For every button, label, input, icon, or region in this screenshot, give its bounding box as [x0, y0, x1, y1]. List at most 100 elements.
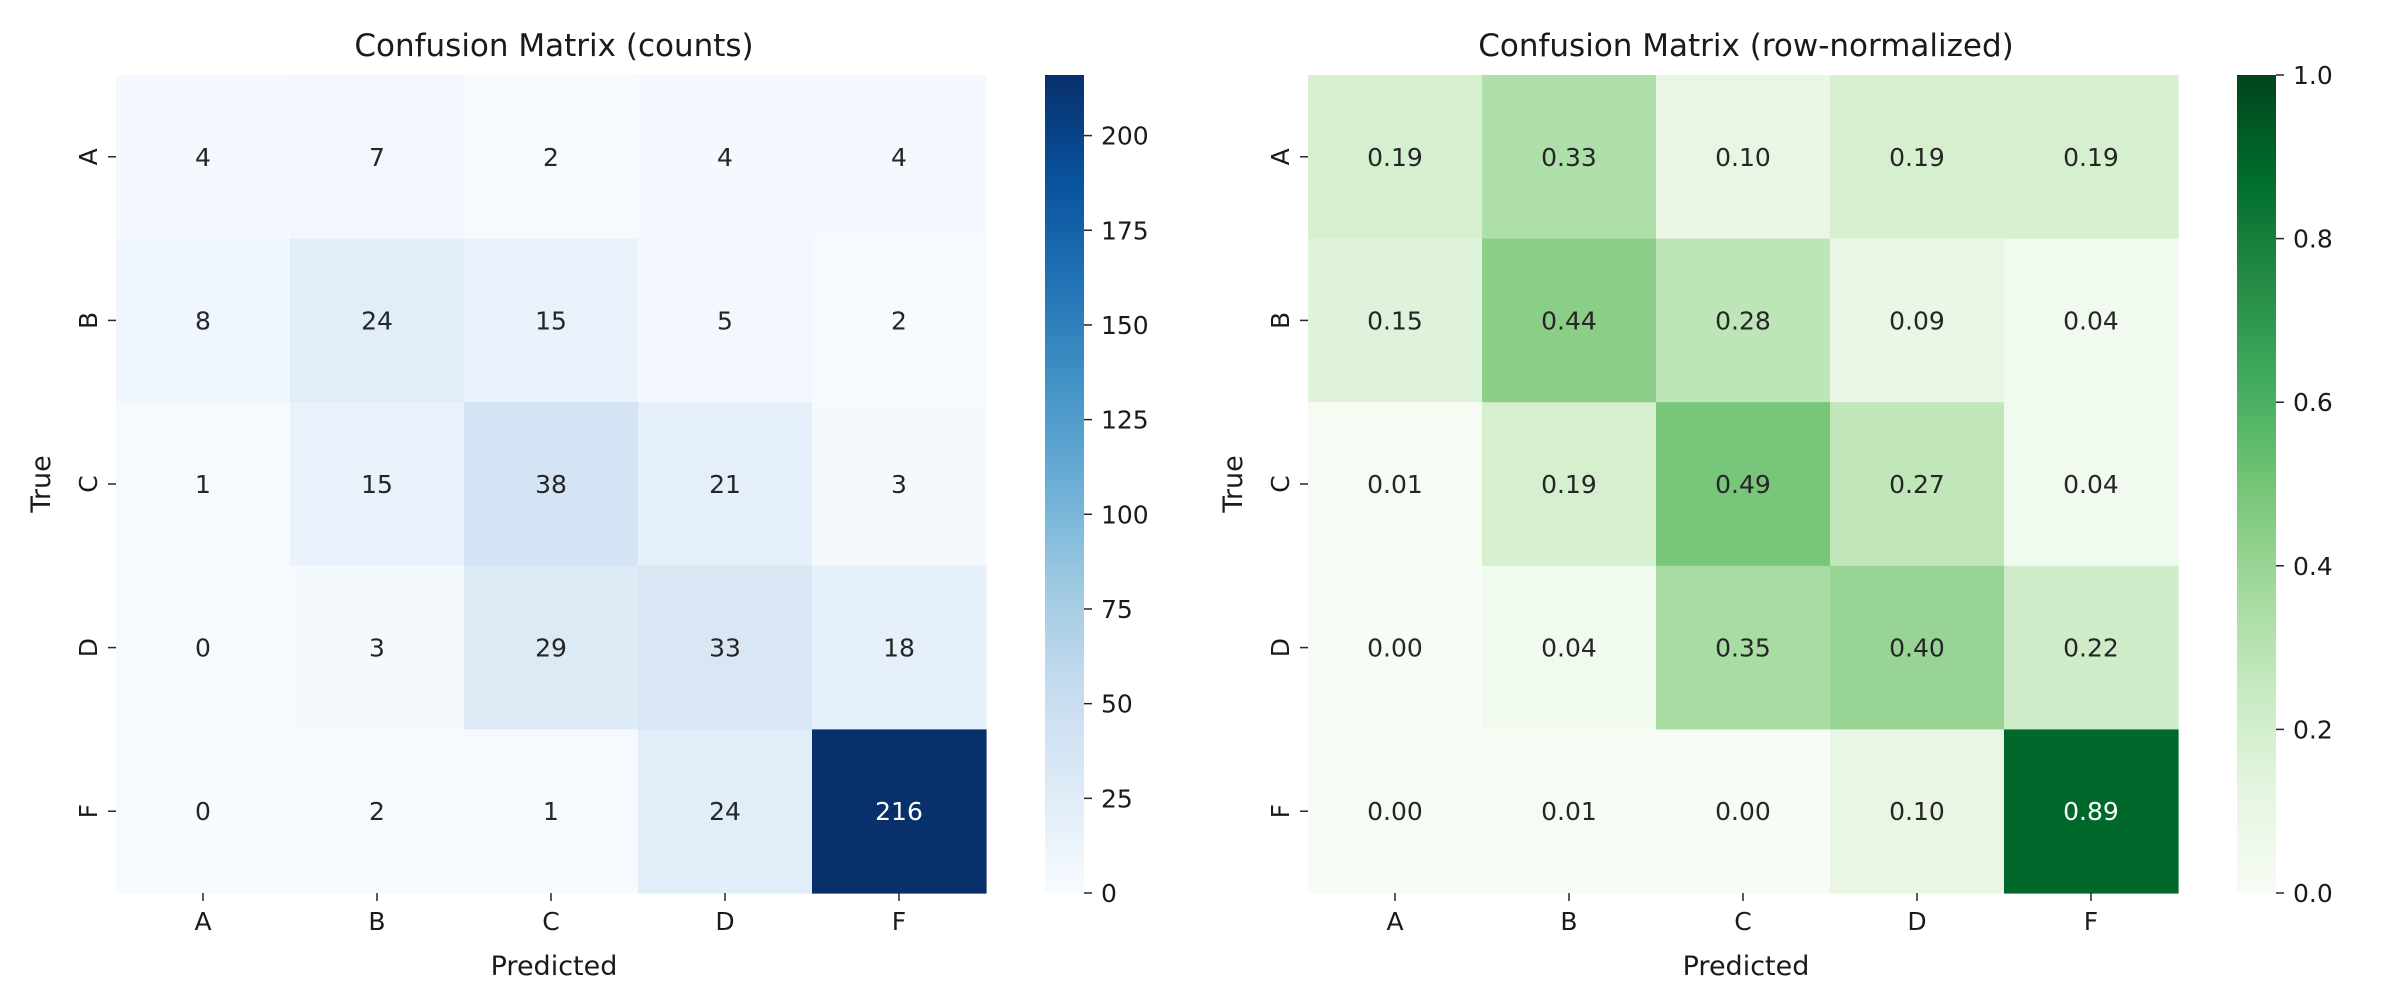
heatmap-cell: [1656, 238, 1831, 403]
chart-title: Confusion Matrix (row-normalized): [1478, 28, 2014, 64]
y-tick-label: B: [74, 312, 103, 329]
y-tick-label: B: [1266, 312, 1295, 329]
heatmap-cell: [464, 402, 639, 567]
heatmap-cell: [464, 729, 639, 894]
heatmap-cell: [1656, 729, 1831, 894]
cell-value-label: 0.28: [1715, 306, 1771, 335]
cell-value-label: 18: [883, 634, 915, 663]
x-tick-label: F: [892, 907, 906, 936]
cell-value-label: 3: [891, 470, 907, 499]
cell-value-label: 15: [535, 306, 567, 335]
colorbar-tick-label: 100: [1101, 500, 1149, 529]
cell-value-label: 0.01: [1367, 470, 1423, 499]
heatmap-cell: [464, 75, 639, 240]
heatmap-cell: [1830, 565, 2005, 730]
cell-value-label: 0.27: [1889, 470, 1945, 499]
y-tick-label: F: [1266, 804, 1295, 818]
heatmap-cell: [464, 238, 639, 403]
y-tick-label: F: [74, 804, 103, 818]
cell-value-label: 0: [195, 797, 211, 826]
colorbar: 0.0 0.2 0.4 0.6 0.8 1.0: [2237, 61, 2333, 908]
x-axis-label: Predicted: [1683, 951, 1810, 982]
colorbar: 0 25 50 75 100 125 150 175 200: [1045, 75, 1149, 908]
heatmap-cells: [1308, 75, 2179, 894]
cell-value-label: 0.00: [1367, 797, 1423, 826]
cell-value-label: 216: [875, 797, 923, 826]
heatmap-cell: [290, 238, 465, 403]
x-axis-label: Predicted: [491, 951, 618, 982]
heatmap-cells: [116, 75, 987, 894]
x-tick-label: C: [542, 907, 559, 936]
cell-value-label: 5: [717, 306, 733, 335]
heatmap-cell: [2004, 238, 2179, 403]
heatmap-cell: [638, 402, 813, 567]
heatmap-cell: [464, 565, 639, 730]
panel-row-normalized: Confusion Matrix (row-normalized) 0.19 0.…: [1218, 28, 2333, 982]
heatmap-cell: [116, 402, 291, 567]
cell-value-label: 3: [369, 634, 385, 663]
y-axis: A B C D F: [1266, 148, 1308, 818]
colorbar-tick-label: 150: [1101, 311, 1149, 340]
cell-value-label: 2: [543, 143, 559, 172]
heatmap-cell: [1830, 729, 2005, 894]
y-axis: A B C D F: [74, 148, 116, 818]
cell-value-label: 0.10: [1715, 143, 1771, 172]
y-tick-label: C: [1266, 475, 1295, 492]
y-tick-label: D: [74, 638, 103, 657]
chart-title: Confusion Matrix (counts): [354, 28, 753, 64]
colorbar-tick-label: 50: [1101, 690, 1133, 719]
heatmap-cell: [1308, 565, 1483, 730]
heatmap-cell: [2004, 402, 2179, 567]
cell-value-label: 0.00: [1367, 634, 1423, 663]
cell-value-label: 15: [361, 470, 393, 499]
heatmap-cell: [1308, 729, 1483, 894]
cell-value-label: 0.15: [1367, 306, 1423, 335]
y-tick-label: A: [1266, 148, 1295, 165]
y-axis-label: True: [1218, 455, 1249, 513]
x-tick-label: B: [1560, 907, 1577, 936]
colorbar-tick-label: 200: [1101, 122, 1149, 151]
cell-value-label: 0.49: [1715, 470, 1771, 499]
heatmap-cell: [116, 75, 291, 240]
x-tick-label: B: [368, 907, 385, 936]
cell-value-label: 0.22: [2063, 634, 2119, 663]
colorbar-gradient: [1045, 75, 1084, 893]
heatmap-cell: [1482, 238, 1657, 403]
cell-value-label: 0.09: [1889, 306, 1945, 335]
heatmap-cell: [290, 402, 465, 567]
heatmap-cell: [812, 565, 987, 730]
cell-value-labels: 4 7 2 4 48 24 15 5 21 15 38 21 30 3 29 33 180 2 1 24 216: [195, 143, 923, 826]
cell-value-label: 0.01: [1541, 797, 1597, 826]
cell-value-label: 2: [891, 306, 907, 335]
colorbar-tick-label: 0.8: [2293, 225, 2333, 254]
heatmap-cell: [1656, 565, 1831, 730]
heatmap-cell: [1656, 402, 1831, 567]
cell-value-label: 0.04: [2063, 306, 2119, 335]
cell-value-label: 0.00: [1715, 797, 1771, 826]
cell-value-label: 8: [195, 306, 211, 335]
colorbar-tick-label: 0.2: [2293, 715, 2333, 744]
x-tick-label: A: [1386, 907, 1403, 936]
heatmap-cell: [290, 565, 465, 730]
heatmap-cell: [812, 238, 987, 403]
heatmap-cell: [1830, 238, 2005, 403]
cell-value-label: 1: [543, 797, 559, 826]
heatmap-cell: [1482, 75, 1657, 240]
heatmap-cell: [1308, 238, 1483, 403]
cell-value-label: 0.19: [1367, 143, 1423, 172]
colorbar-tick-label: 0.6: [2293, 388, 2333, 417]
cell-value-label: 0.35: [1715, 634, 1771, 663]
colorbar-gradient: [2237, 75, 2276, 893]
cell-value-label: 4: [717, 143, 733, 172]
cell-value-label: 0.40: [1889, 634, 1945, 663]
x-tick-label: C: [1734, 907, 1751, 936]
colorbar-tick-label: 0.4: [2293, 552, 2333, 581]
cell-value-label: 1: [195, 470, 211, 499]
x-tick-label: F: [2084, 907, 2098, 936]
heatmap-cell: [1482, 729, 1657, 894]
heatmap-cell: [116, 565, 291, 730]
cell-value-label: 0.89: [2063, 797, 2119, 826]
heatmap-cell: [1308, 75, 1483, 240]
